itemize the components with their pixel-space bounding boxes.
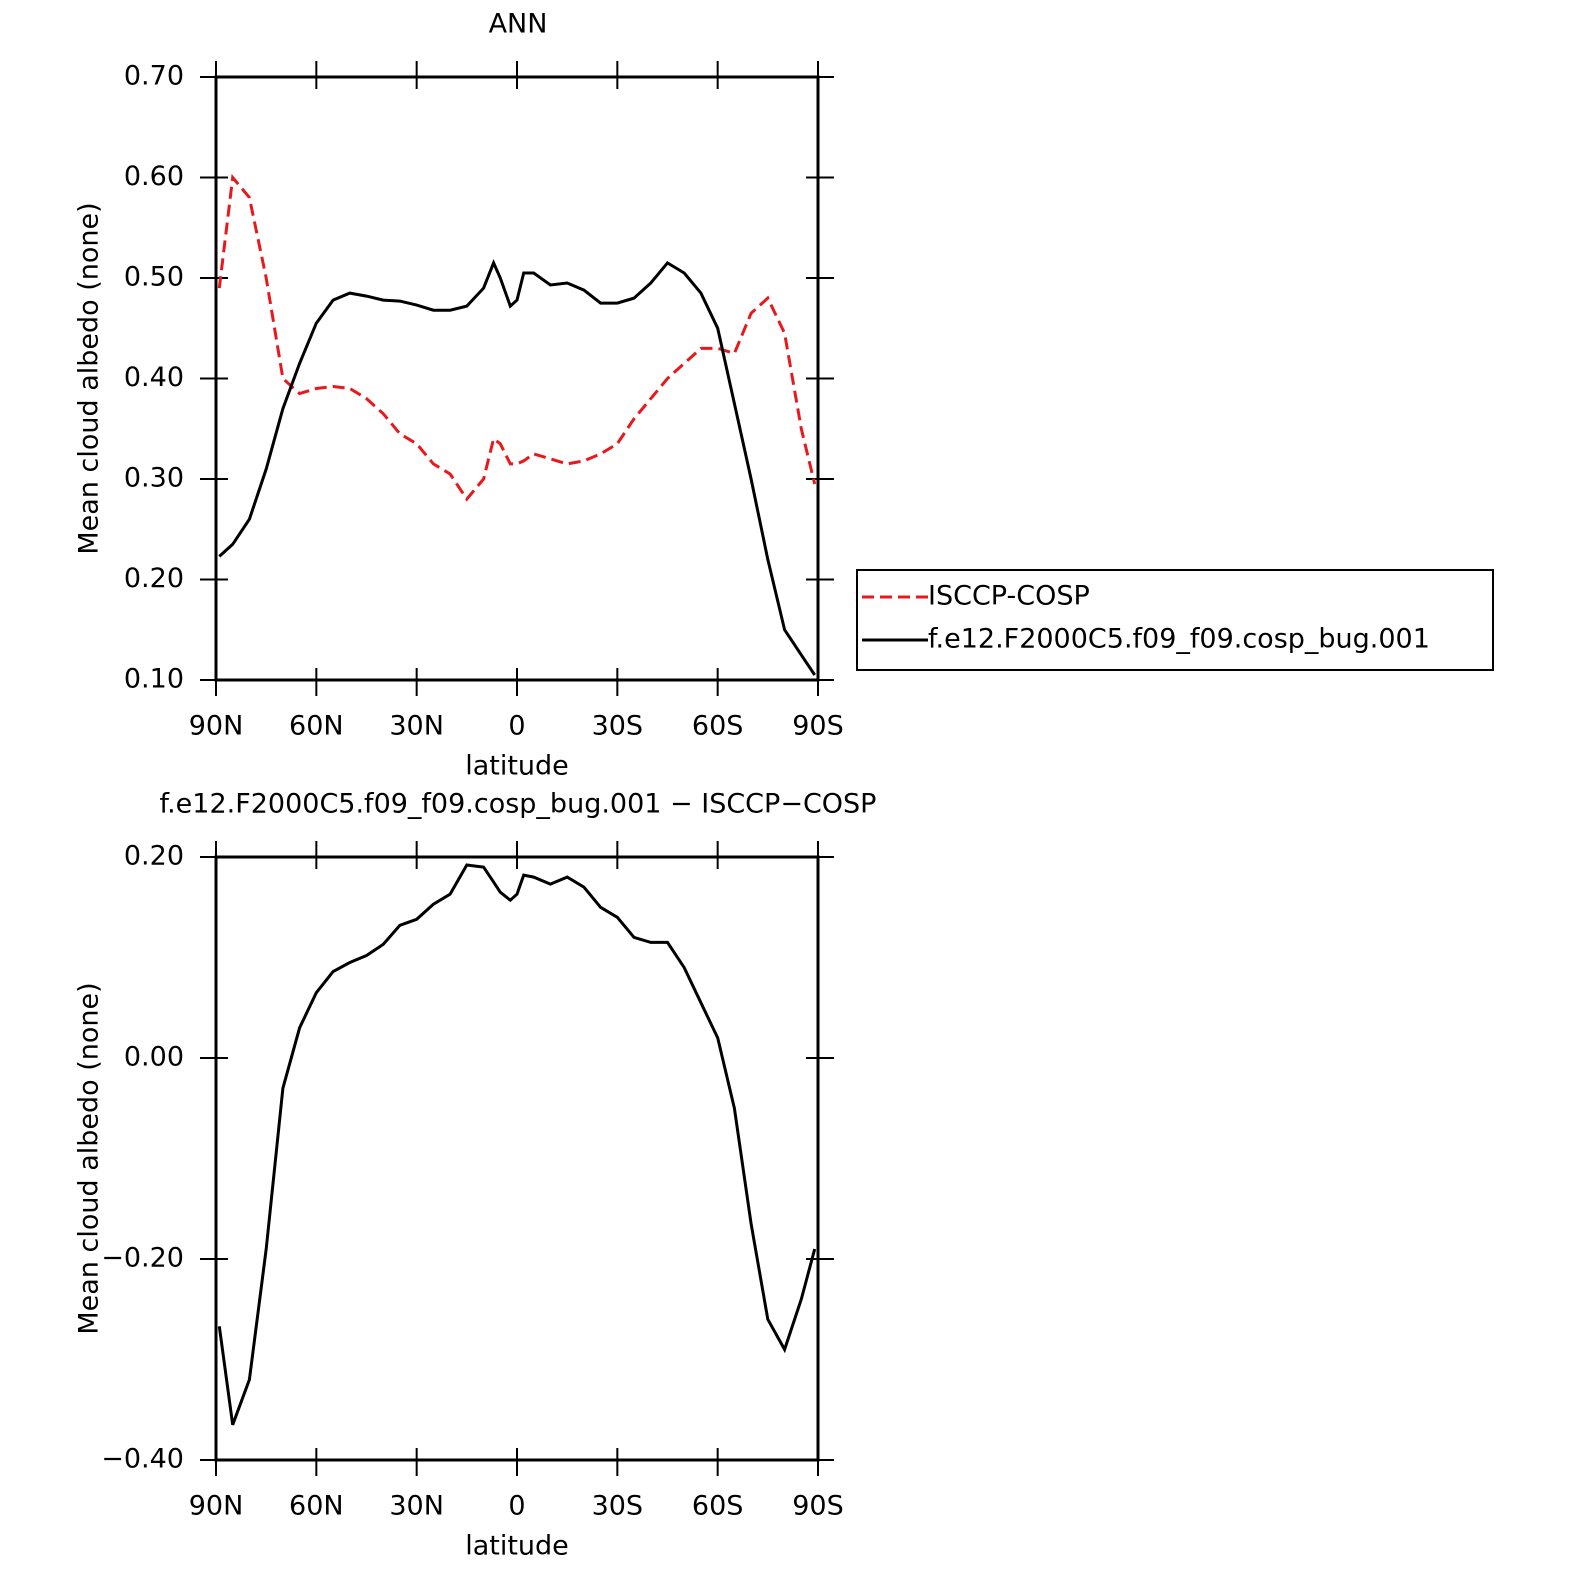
x-tick-label: 30N [389, 711, 444, 742]
x-tick-label: 60N [289, 711, 344, 742]
x-tick-label: 90S [792, 711, 844, 742]
y-tick-label: 0.20 [124, 563, 184, 594]
y-tick-label: 0.70 [124, 61, 184, 92]
y-tick-label: −0.20 [101, 1243, 184, 1274]
x-tick-label: 60S [692, 1491, 744, 1522]
y-axis-label: Mean cloud albedo (none) [74, 982, 105, 1334]
x-tick-label: 30S [592, 1491, 644, 1522]
y-tick-label: 0.00 [124, 1042, 184, 1073]
legend-label: f.e12.F2000C5.f09_f09.cosp_bug.001 [928, 624, 1430, 655]
x-tick-label: 90S [792, 1491, 844, 1522]
chart-title: f.e12.F2000C5.f09_f09.cosp_bug.001 − ISC… [160, 789, 877, 820]
x-tick-label: 90N [189, 1491, 244, 1522]
y-tick-label: −0.40 [101, 1444, 184, 1475]
x-tick-label: 30S [592, 711, 644, 742]
plot-frame [214, 855, 820, 1462]
y-tick-label: 0.10 [124, 664, 184, 695]
x-tick-label: 0 [508, 711, 525, 742]
x-axis-label: latitude [465, 751, 569, 782]
x-tick-label: 30N [389, 1491, 444, 1522]
y-tick-label: 0.60 [124, 161, 184, 192]
x-tick-label: 60N [289, 1491, 344, 1522]
y-tick-label: 0.30 [124, 463, 184, 494]
legend-box [856, 569, 1494, 671]
x-tick-label: 0 [508, 1491, 525, 1522]
legend-label: ISCCP-COSP [928, 581, 1090, 612]
y-tick-label: 0.50 [124, 262, 184, 293]
x-axis-label: latitude [465, 1531, 569, 1562]
x-tick-label: 90N [189, 711, 244, 742]
y-axis-label: Mean cloud albedo (none) [74, 202, 105, 554]
x-tick-label: 60S [692, 711, 744, 742]
y-tick-label: 0.40 [124, 362, 184, 393]
chart-title: ANN [489, 9, 548, 40]
data-line [217, 863, 817, 1426]
y-tick-label: 0.20 [124, 841, 184, 872]
data-line [218, 259, 816, 676]
data-line [217, 173, 817, 502]
